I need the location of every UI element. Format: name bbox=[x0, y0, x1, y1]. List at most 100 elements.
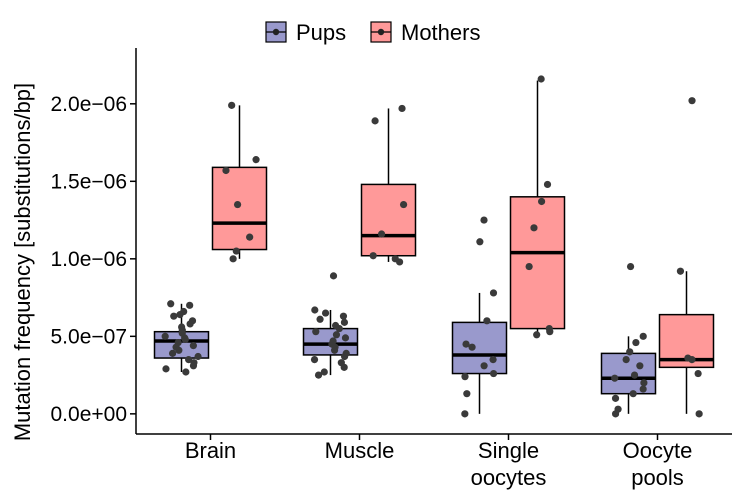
data-point bbox=[611, 374, 619, 382]
data-point bbox=[176, 311, 184, 319]
x-tick-label: Muscle bbox=[325, 438, 395, 463]
box-mothers-0 bbox=[211, 101, 268, 263]
box-body bbox=[509, 196, 566, 330]
data-point bbox=[329, 272, 338, 280]
data-point bbox=[480, 362, 488, 370]
data-point bbox=[168, 349, 177, 357]
legend-item-mothers: Mothers bbox=[370, 20, 480, 45]
data-point bbox=[162, 365, 170, 373]
data-point bbox=[636, 362, 644, 370]
data-point bbox=[462, 340, 470, 348]
data-point bbox=[232, 247, 240, 255]
data-point bbox=[371, 117, 379, 125]
y-tick-label: 0.0e+00 bbox=[51, 403, 128, 426]
legend-point-mark bbox=[272, 28, 280, 36]
data-point bbox=[170, 312, 178, 320]
legend-point-mark bbox=[377, 28, 385, 36]
box-body bbox=[211, 166, 268, 251]
legend-item-pups: Pups bbox=[265, 20, 346, 45]
data-point bbox=[332, 331, 341, 339]
data-point bbox=[311, 306, 319, 314]
data-point bbox=[489, 355, 497, 364]
data-point bbox=[688, 97, 696, 105]
data-point bbox=[630, 371, 639, 379]
data-point bbox=[316, 315, 324, 323]
data-point bbox=[640, 379, 648, 387]
box-pups-0 bbox=[153, 300, 210, 376]
data-point bbox=[167, 300, 175, 308]
data-point bbox=[252, 156, 260, 164]
data-point bbox=[395, 258, 404, 266]
data-point bbox=[341, 334, 350, 342]
data-point bbox=[321, 309, 330, 317]
data-point bbox=[340, 352, 349, 361]
x-tick-label: oocytes bbox=[471, 465, 547, 490]
data-point bbox=[525, 262, 533, 271]
data-point bbox=[626, 348, 634, 356]
data-point bbox=[676, 267, 685, 275]
box-mothers-2 bbox=[509, 75, 566, 339]
data-point bbox=[632, 338, 640, 347]
data-point bbox=[543, 180, 552, 189]
data-point bbox=[537, 75, 545, 83]
legend-label: Mothers bbox=[401, 20, 480, 45]
data-point bbox=[537, 197, 546, 206]
box-body bbox=[360, 183, 417, 257]
data-point bbox=[377, 230, 386, 238]
data-point bbox=[340, 318, 349, 326]
data-point bbox=[463, 390, 471, 398]
data-point bbox=[626, 262, 635, 271]
data-point bbox=[461, 373, 469, 381]
box-pups-3 bbox=[600, 262, 657, 418]
data-point bbox=[181, 335, 189, 344]
box-body bbox=[451, 321, 508, 375]
data-point bbox=[175, 346, 183, 354]
x-tick-label: Oocyte bbox=[623, 438, 693, 463]
x-tick-label: Single bbox=[478, 438, 539, 463]
data-point bbox=[186, 320, 194, 328]
legend: Pups Mothers bbox=[265, 20, 480, 45]
data-point bbox=[489, 289, 498, 297]
data-point bbox=[186, 301, 194, 309]
data-point bbox=[335, 324, 343, 333]
data-point bbox=[222, 166, 230, 175]
data-point bbox=[398, 104, 406, 113]
data-point bbox=[530, 224, 538, 232]
data-point bbox=[461, 410, 469, 418]
data-point bbox=[533, 331, 541, 339]
data-point bbox=[312, 328, 320, 336]
data-point bbox=[611, 394, 620, 402]
data-point bbox=[189, 342, 197, 350]
data-point bbox=[546, 328, 554, 336]
legend-label: Pups bbox=[296, 20, 346, 45]
data-point bbox=[246, 233, 254, 241]
data-point bbox=[639, 385, 647, 393]
data-point bbox=[229, 255, 237, 263]
data-point bbox=[339, 312, 348, 320]
data-point bbox=[483, 317, 491, 325]
data-point bbox=[480, 216, 488, 224]
data-point bbox=[330, 346, 339, 354]
box-pups-2 bbox=[451, 216, 508, 418]
plot-area bbox=[153, 75, 715, 418]
data-point bbox=[189, 362, 198, 370]
data-point bbox=[233, 200, 242, 209]
box-mothers-3 bbox=[658, 97, 715, 418]
data-point bbox=[476, 238, 484, 246]
y-tick-label: 1.5e−06 bbox=[51, 170, 128, 193]
data-point bbox=[194, 352, 202, 361]
data-point bbox=[310, 355, 319, 364]
x-tick-label: Brain bbox=[185, 438, 236, 463]
data-point bbox=[340, 363, 348, 371]
x-tick-label: pools bbox=[631, 465, 684, 490]
data-point bbox=[228, 101, 236, 109]
data-point bbox=[489, 369, 498, 378]
y-axis-title: Mutation frequency [substitutions/bp] bbox=[10, 83, 35, 441]
data-point bbox=[629, 390, 637, 398]
y-tick-label: 5.0e−07 bbox=[51, 325, 128, 348]
box-mothers-1 bbox=[360, 104, 417, 266]
data-point bbox=[688, 355, 696, 364]
data-point bbox=[611, 410, 620, 418]
y-axis: 0.0e+00 5.0e−07 1.0e−06 1.5e−06 2.0e−06 bbox=[51, 93, 136, 426]
